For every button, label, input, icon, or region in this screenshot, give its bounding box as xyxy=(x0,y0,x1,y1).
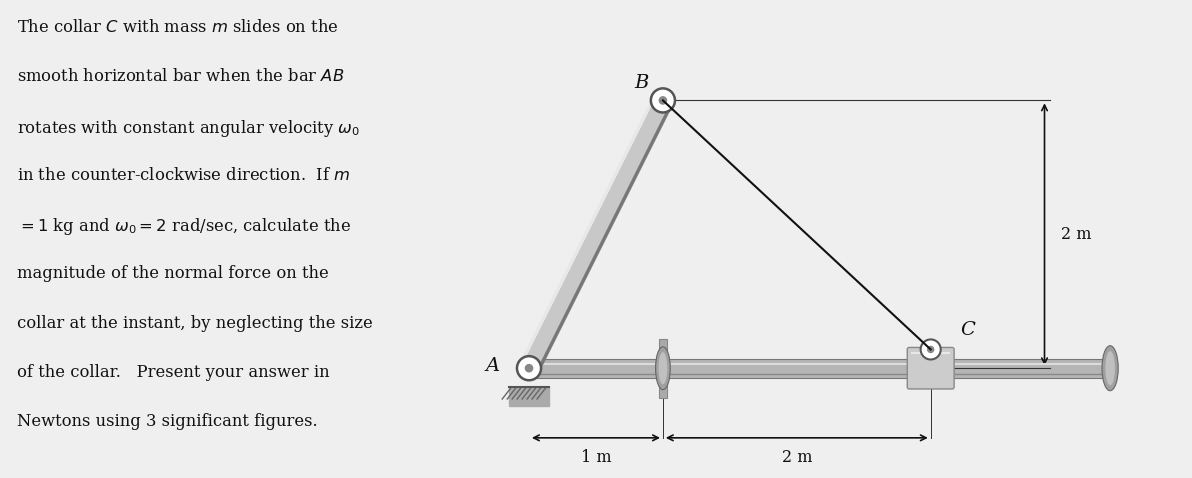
Text: rotates with constant angular velocity $\omega_0$: rotates with constant angular velocity $… xyxy=(18,118,361,139)
Circle shape xyxy=(517,356,541,380)
Text: 2 m: 2 m xyxy=(1061,226,1091,243)
Text: 2 m: 2 m xyxy=(782,448,812,466)
Text: smooth horizontal bar when the bar $\it{AB}$: smooth horizontal bar when the bar $\it{… xyxy=(18,68,344,86)
Ellipse shape xyxy=(658,352,668,384)
Polygon shape xyxy=(521,96,671,372)
Bar xyxy=(659,339,668,398)
Text: collar at the instant, by neglecting the size: collar at the instant, by neglecting the… xyxy=(18,315,373,332)
Text: C: C xyxy=(960,321,975,339)
Ellipse shape xyxy=(656,347,670,390)
Text: in the counter-clockwise direction.  If $\it{m}$: in the counter-clockwise direction. If $… xyxy=(18,167,350,184)
Circle shape xyxy=(920,339,940,359)
Text: B: B xyxy=(634,75,648,92)
Text: magnitude of the normal force on the: magnitude of the normal force on the xyxy=(18,265,329,282)
Text: of the collar.   Present your answer in: of the collar. Present your answer in xyxy=(18,364,330,381)
FancyBboxPatch shape xyxy=(907,348,954,389)
Bar xyxy=(529,359,1111,378)
Text: The collar $\it{C}$ with mass $\it{m}$ slides on the: The collar $\it{C}$ with mass $\it{m}$ s… xyxy=(18,19,339,36)
Circle shape xyxy=(526,365,533,372)
Text: A: A xyxy=(485,357,499,375)
Ellipse shape xyxy=(1103,346,1118,391)
Text: Newtons using 3 significant figures.: Newtons using 3 significant figures. xyxy=(18,413,318,430)
Ellipse shape xyxy=(1105,351,1115,385)
Bar xyxy=(509,387,550,406)
Circle shape xyxy=(927,347,933,352)
Circle shape xyxy=(659,97,666,104)
Circle shape xyxy=(651,88,675,112)
Text: $= 1$ kg and $\omega_0 = 2$ rad/sec, calculate the: $= 1$ kg and $\omega_0 = 2$ rad/sec, cal… xyxy=(18,216,352,237)
Text: 1 m: 1 m xyxy=(581,448,611,466)
